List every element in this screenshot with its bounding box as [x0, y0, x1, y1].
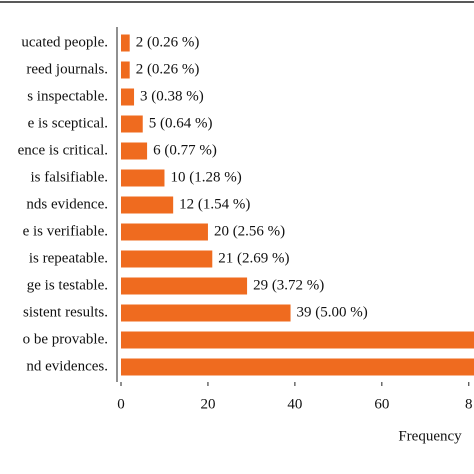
x-tick-label: 20: [200, 396, 215, 412]
x-tick-label: 40: [287, 396, 302, 412]
value-label: 12 (1.54 %): [179, 196, 250, 212]
category-label: e is sceptical.: [28, 115, 108, 131]
value-label: 5 (0.64 %): [149, 115, 213, 131]
x-axis-label: Frequency: [398, 428, 462, 444]
category-label: ge is testable.: [27, 277, 108, 293]
bar: [121, 115, 143, 133]
value-label: 21 (2.69 %): [218, 250, 289, 266]
bar: [121, 196, 174, 214]
bar: [121, 250, 213, 268]
category-label: is repeatable.: [29, 250, 108, 266]
category-label: ucated people.: [21, 34, 108, 50]
category-label: e is verifiable.: [23, 223, 108, 239]
bar: [121, 61, 130, 79]
value-label: 2 (0.26 %): [136, 34, 200, 50]
value-label: 39 (5.00 %): [297, 304, 368, 320]
value-label: 29 (3.72 %): [253, 277, 324, 293]
bar: [121, 169, 165, 187]
category-label: ence is critical.: [18, 142, 108, 158]
category-label: o be provable.: [23, 331, 108, 347]
x-tick-label: 60: [374, 396, 389, 412]
x-tick-label: 8: [465, 396, 473, 412]
bar: [121, 331, 474, 349]
bar: [121, 142, 148, 160]
category-label: nd evidences.: [26, 358, 108, 374]
value-label: 20 (2.56 %): [214, 223, 285, 239]
value-label: 10 (1.28 %): [170, 169, 241, 185]
value-label: 6 (0.77 %): [153, 142, 217, 158]
category-label: reed journals.: [26, 61, 108, 77]
bar: [121, 88, 135, 106]
category-label: sistent results.: [23, 304, 108, 320]
bar: [121, 34, 130, 52]
value-label: 3 (0.38 %): [140, 88, 204, 104]
bar: [121, 277, 248, 295]
x-tick-label: 0: [117, 396, 125, 412]
category-label: nds evidence.: [26, 196, 108, 212]
category-label: is falsifiable.: [31, 169, 108, 185]
bar: [121, 223, 208, 241]
category-label: s inspectable.: [27, 88, 108, 104]
bar: [121, 304, 291, 322]
value-label: 2 (0.26 %): [136, 61, 200, 77]
bar: [121, 358, 474, 376]
